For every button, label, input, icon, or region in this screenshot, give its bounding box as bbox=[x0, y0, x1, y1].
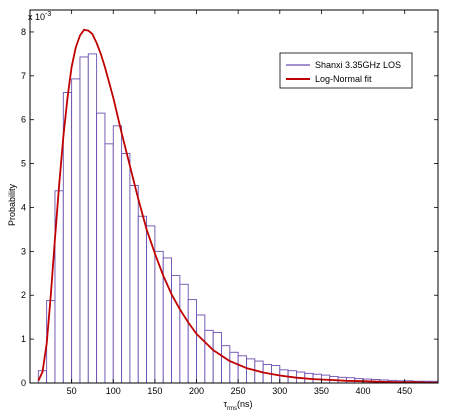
y-tick-label: 7 bbox=[21, 71, 26, 81]
y-tick-label: 1 bbox=[21, 334, 26, 344]
histogram-bar bbox=[96, 112, 106, 384]
y-axis-label: Probability bbox=[7, 183, 17, 226]
histogram-bar bbox=[179, 283, 189, 384]
x-axis-ticks: 50 100 150 200 250 300 350 400 450 bbox=[67, 10, 412, 396]
y-axis-ticks: 0 1 2 3 4 5 6 7 8 bbox=[21, 27, 438, 388]
log-normal-fit-line bbox=[37, 28, 438, 384]
x-tick-label: 200 bbox=[189, 386, 204, 396]
y-exponent-power: -3 bbox=[45, 11, 51, 18]
x-tick-label: 100 bbox=[106, 386, 121, 396]
histogram-bar bbox=[221, 345, 231, 384]
x-label-suffix: (ns) bbox=[237, 399, 253, 409]
histogram-bar bbox=[196, 314, 206, 384]
legend: Shanxi 3.35GHz LOS Log-Normal fit bbox=[279, 52, 413, 89]
histogram-bar bbox=[121, 153, 131, 384]
x-label-sub: rms bbox=[227, 406, 237, 412]
histogram-bar bbox=[237, 355, 247, 384]
histogram-bar bbox=[171, 275, 181, 384]
histogram-bar bbox=[137, 215, 148, 384]
histogram-bar bbox=[62, 92, 73, 384]
histogram-bar bbox=[204, 329, 214, 384]
y-exponent-base: x 10 bbox=[28, 12, 45, 22]
histogram-bar bbox=[129, 185, 139, 384]
x-tick-label: 400 bbox=[356, 386, 371, 396]
histogram-bar bbox=[212, 332, 222, 384]
x-tick-label: 250 bbox=[231, 386, 246, 396]
y-tick-label: 3 bbox=[21, 246, 26, 256]
y-tick-label: 0 bbox=[21, 378, 26, 388]
x-tick-label: 350 bbox=[314, 386, 329, 396]
x-label-main: τ bbox=[223, 399, 227, 409]
histogram-bars bbox=[37, 53, 439, 384]
histogram-bar bbox=[46, 300, 56, 384]
y-tick-label: 8 bbox=[21, 27, 26, 37]
y-axis-exponent-label: x 10-3 bbox=[28, 11, 51, 22]
histogram-bar bbox=[79, 56, 89, 384]
x-tick-label: 300 bbox=[272, 386, 287, 396]
x-tick-label: 150 bbox=[147, 386, 162, 396]
histogram-bar bbox=[104, 143, 114, 384]
legend-box bbox=[279, 52, 413, 89]
plot-area-frame bbox=[29, 9, 439, 384]
fit-curve-layer bbox=[37, 28, 438, 384]
legend-label-histogram: Shanxi 3.35GHz LOS bbox=[315, 60, 401, 70]
histogram-bar bbox=[71, 78, 81, 384]
y-tick-label: 4 bbox=[21, 202, 26, 212]
y-tick-label: 2 bbox=[21, 290, 26, 300]
x-axis-label: τrms(ns) bbox=[223, 399, 252, 412]
histogram-bar bbox=[112, 125, 123, 384]
histogram-bar bbox=[246, 358, 256, 384]
x-tick-label: 450 bbox=[397, 386, 412, 396]
histogram-bar bbox=[187, 299, 197, 384]
legend-label-fit: Log-Normal fit bbox=[315, 74, 372, 84]
x-tick-label: 50 bbox=[67, 386, 77, 396]
y-tick-label: 5 bbox=[21, 159, 26, 169]
histogram-bar bbox=[87, 53, 98, 384]
histogram-bar bbox=[229, 351, 239, 384]
y-tick-label: 6 bbox=[21, 115, 26, 125]
